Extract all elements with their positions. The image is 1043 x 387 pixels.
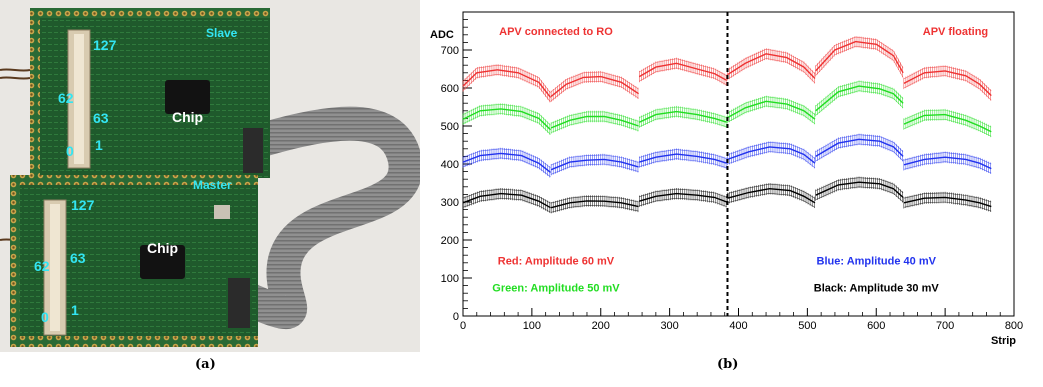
x-tick-label: 0 xyxy=(460,320,466,332)
master-channel-62: 62 xyxy=(34,258,50,274)
y-axis-label: ADC xyxy=(430,29,454,41)
series-1-spread xyxy=(551,111,639,124)
series-0-spread xyxy=(815,45,904,78)
annotation-5: Black: Amplitude 30 mV xyxy=(814,282,940,294)
annotation-3: Green: Amplitude 50 mV xyxy=(492,282,620,294)
series-0-trace xyxy=(815,40,904,74)
y-tick-label: 500 xyxy=(441,121,459,133)
y-tick-label: 300 xyxy=(441,197,459,209)
y-tick-label: 700 xyxy=(441,45,459,57)
series-0-spread xyxy=(462,64,551,94)
caption-b: (b) xyxy=(717,357,739,372)
adc-chart: 0 100 200 300 400 500 600 700 800 0 100 200 300 400 50… xyxy=(430,11,1023,347)
y-tick-label: 200 xyxy=(441,235,459,247)
master-channel-0: 0 xyxy=(41,309,49,325)
x-tick-label: 800 xyxy=(1005,320,1023,332)
series-1-spread xyxy=(551,120,639,133)
x-axis-label: Strip xyxy=(991,335,1016,347)
series-3-trace xyxy=(551,200,639,209)
master-channel-1: 1 xyxy=(71,302,79,318)
master-channel-127: 127 xyxy=(71,197,95,213)
slave-channel-1: 1 xyxy=(95,137,103,153)
slave-label: Slave xyxy=(206,26,238,40)
slave-channel-0: 0 xyxy=(66,143,74,159)
slave-chip-label: Chip xyxy=(172,109,203,125)
master-board xyxy=(10,175,258,347)
annotation-0: APV connected to RO xyxy=(499,26,613,38)
master-label: Master xyxy=(193,178,232,192)
y-tick-label: 0 xyxy=(453,311,459,323)
x-tick-label: 200 xyxy=(592,320,610,332)
series-2-trace xyxy=(550,158,639,171)
master-chip-label: Chip xyxy=(147,240,178,256)
slave-channel-63: 63 xyxy=(93,110,109,126)
x-tick-label: 600 xyxy=(867,320,885,332)
x-tick-label: 500 xyxy=(798,320,816,332)
series-3-spread xyxy=(551,205,639,213)
series-2-spread xyxy=(551,154,639,166)
ribbon-cable xyxy=(243,106,420,330)
y-tick-label: 400 xyxy=(441,159,459,171)
caption-a: (a) xyxy=(195,357,216,372)
slave-board xyxy=(30,8,270,178)
slave-channel-62: 62 xyxy=(58,90,74,106)
series-0-trace xyxy=(462,69,552,98)
x-tick-label: 400 xyxy=(729,320,747,332)
series-3-spread xyxy=(551,195,639,204)
slave-channel-127: 127 xyxy=(93,37,117,53)
series-1-trace xyxy=(550,115,639,129)
series-0-spread xyxy=(815,36,904,69)
y-tick-label: 100 xyxy=(441,273,459,285)
board-photo: Slave 127 63 62 1 0 Chip Master 127 63 6… xyxy=(0,0,420,352)
x-tick-label: 700 xyxy=(936,320,954,332)
x-tick-label: 300 xyxy=(660,320,678,332)
annotation-4: Blue: Amplitude 40 mV xyxy=(817,256,937,268)
series-0-spread xyxy=(462,73,551,103)
annotation-1: APV floating xyxy=(923,26,988,38)
x-tick-label: 100 xyxy=(523,320,541,332)
y-tick-label: 600 xyxy=(441,83,459,95)
series-2-spread xyxy=(551,163,639,175)
master-channel-63: 63 xyxy=(70,250,86,266)
annotation-2: Red: Amplitude 60 mV xyxy=(498,256,615,268)
